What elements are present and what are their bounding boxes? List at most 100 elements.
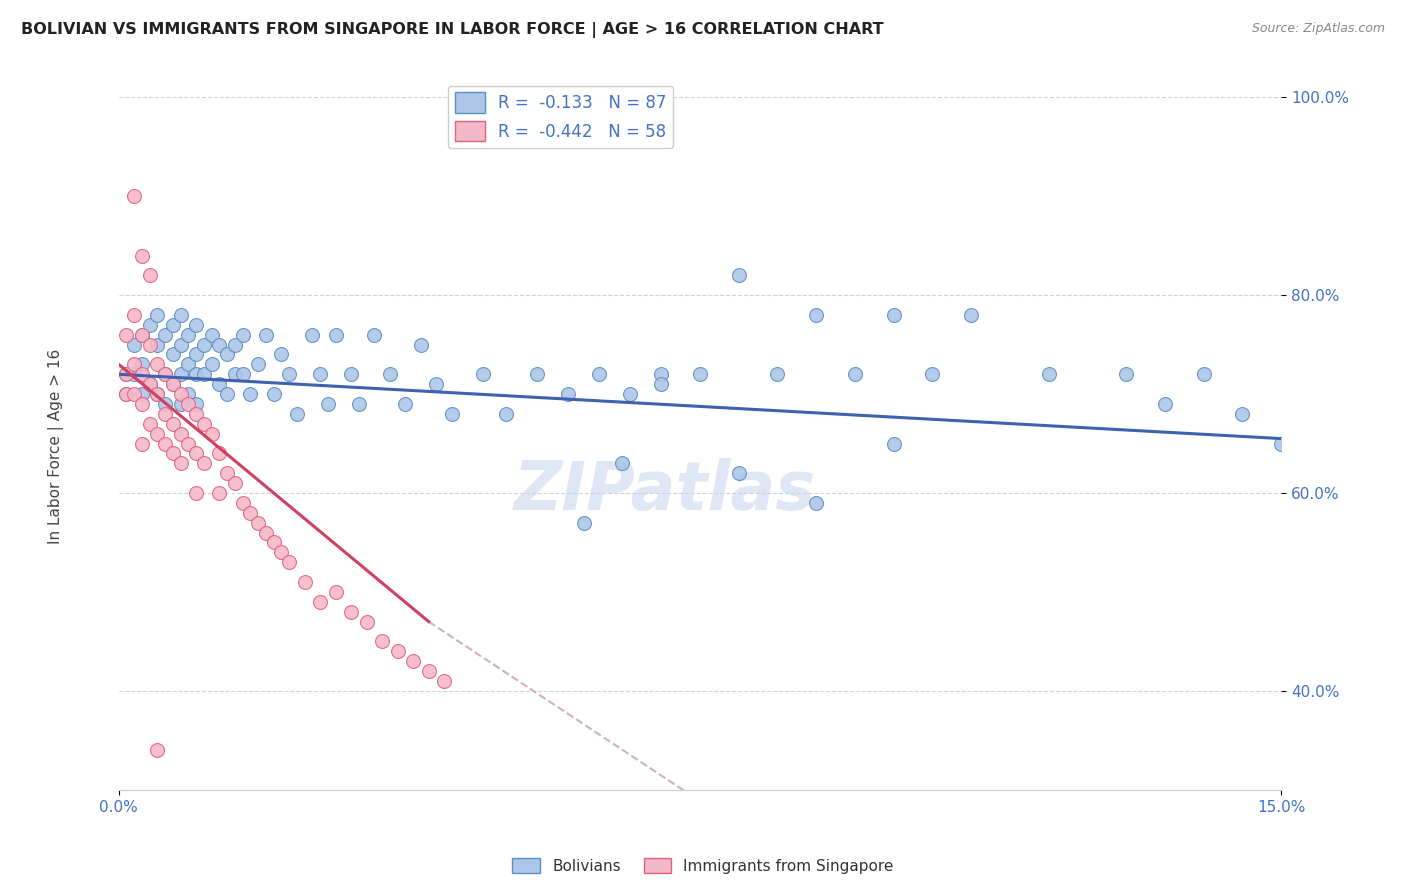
Point	[325, 327, 347, 342]
Point	[727, 467, 749, 481]
Point	[394, 397, 416, 411]
Point	[371, 634, 394, 648]
Point	[224, 476, 246, 491]
Point	[131, 436, 153, 450]
Point	[278, 555, 301, 569]
Point	[217, 347, 239, 361]
Point	[122, 357, 145, 371]
Point	[224, 337, 246, 351]
Point	[263, 387, 285, 401]
Point	[170, 387, 193, 401]
Point	[232, 327, 254, 342]
Point	[138, 417, 160, 431]
Point	[378, 368, 401, 382]
Point	[301, 327, 323, 342]
Point	[162, 417, 184, 431]
Point	[186, 318, 208, 332]
Point	[883, 436, 905, 450]
Point	[1153, 397, 1175, 411]
Point	[254, 327, 277, 342]
Point	[1115, 368, 1137, 382]
Point	[285, 407, 308, 421]
Point	[170, 397, 193, 411]
Point	[588, 368, 610, 382]
Point	[155, 397, 177, 411]
Point	[650, 377, 672, 392]
Text: Source: ZipAtlas.com: Source: ZipAtlas.com	[1251, 22, 1385, 36]
Point	[557, 387, 579, 401]
Point	[170, 368, 193, 382]
Point	[471, 368, 494, 382]
Point	[138, 377, 160, 392]
Point	[193, 417, 215, 431]
Point	[155, 368, 177, 382]
Point	[177, 357, 200, 371]
Legend: Bolivians, Immigrants from Singapore: Bolivians, Immigrants from Singapore	[506, 852, 900, 880]
Point	[186, 368, 208, 382]
Point	[115, 327, 138, 342]
Point	[177, 387, 200, 401]
Point	[122, 337, 145, 351]
Point	[138, 318, 160, 332]
Text: In Labor Force | Age > 16: In Labor Force | Age > 16	[48, 349, 65, 543]
Point	[146, 387, 169, 401]
Point	[1270, 436, 1292, 450]
Point	[418, 664, 440, 678]
Point	[650, 368, 672, 382]
Point	[138, 268, 160, 283]
Point	[224, 368, 246, 382]
Point	[131, 327, 153, 342]
Point	[170, 426, 193, 441]
Point	[193, 337, 215, 351]
Point	[155, 368, 177, 382]
Point	[217, 467, 239, 481]
Point	[804, 308, 827, 322]
Point	[309, 368, 332, 382]
Point	[146, 387, 169, 401]
Point	[138, 377, 160, 392]
Point	[208, 446, 231, 460]
Point	[254, 525, 277, 540]
Point	[766, 368, 789, 382]
Point	[402, 654, 425, 668]
Point	[155, 436, 177, 450]
Point	[883, 308, 905, 322]
Point	[201, 426, 224, 441]
Point	[131, 327, 153, 342]
Point	[170, 308, 193, 322]
Point	[844, 368, 866, 382]
Point	[146, 743, 169, 757]
Point	[387, 644, 409, 658]
Point	[170, 337, 193, 351]
Point	[440, 407, 463, 421]
Point	[131, 368, 153, 382]
Point	[689, 368, 711, 382]
Point	[727, 268, 749, 283]
Point	[921, 368, 943, 382]
Point	[309, 595, 332, 609]
Point	[115, 368, 138, 382]
Point	[186, 407, 208, 421]
Point	[186, 446, 208, 460]
Point	[122, 308, 145, 322]
Point	[170, 456, 193, 470]
Point	[340, 605, 363, 619]
Point	[122, 189, 145, 203]
Point	[162, 318, 184, 332]
Point	[146, 337, 169, 351]
Point	[239, 387, 262, 401]
Point	[804, 496, 827, 510]
Point	[146, 426, 169, 441]
Point	[316, 397, 339, 411]
Point	[131, 357, 153, 371]
Point	[340, 368, 363, 382]
Point	[177, 436, 200, 450]
Point	[122, 387, 145, 401]
Point	[247, 516, 270, 530]
Point	[122, 368, 145, 382]
Point	[162, 377, 184, 392]
Point	[155, 327, 177, 342]
Point	[155, 407, 177, 421]
Point	[526, 368, 548, 382]
Point	[201, 327, 224, 342]
